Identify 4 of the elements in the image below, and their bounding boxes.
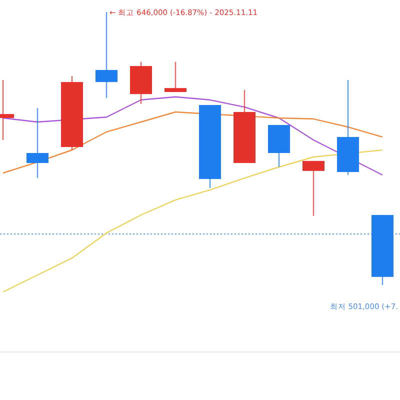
candlestick: [26, 107, 48, 179]
candlestick: [96, 11, 118, 99]
candlestick: [302, 160, 324, 217]
candlestick: [164, 61, 186, 93]
